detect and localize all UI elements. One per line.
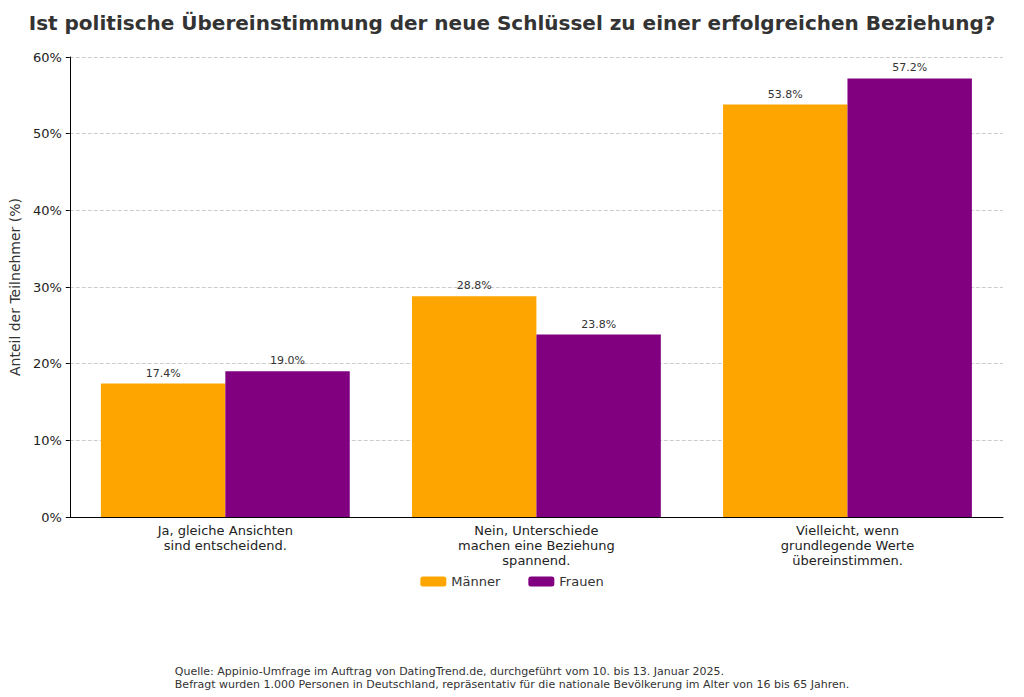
- svg-text:17.4%: 17.4%: [146, 367, 181, 380]
- svg-text:0%: 0%: [41, 510, 62, 525]
- svg-text:23.8%: 23.8%: [581, 318, 616, 331]
- svg-text:60%: 60%: [33, 50, 62, 65]
- svg-text:machen eine Beziehung: machen eine Beziehung: [458, 538, 615, 553]
- svg-text:grundlegende Werte: grundlegende Werte: [781, 538, 914, 553]
- svg-text:Nein, Unterschiede: Nein, Unterschiede: [474, 523, 598, 538]
- svg-text:Ja, gleiche Ansichten: Ja, gleiche Ansichten: [157, 523, 293, 538]
- svg-text:Befragt wurden 1.000 Personen: Befragt wurden 1.000 Personen in Deutsch…: [175, 678, 849, 691]
- svg-text:20%: 20%: [33, 356, 62, 371]
- svg-text:Männer: Männer: [451, 574, 501, 589]
- svg-text:28.8%: 28.8%: [457, 279, 492, 292]
- svg-text:sind entscheidend.: sind entscheidend.: [164, 538, 287, 553]
- svg-text:Ist politische Übereinstimmung: Ist politische Übereinstimmung der neue …: [29, 11, 996, 35]
- svg-text:50%: 50%: [33, 126, 62, 141]
- svg-text:Frauen: Frauen: [559, 574, 603, 589]
- svg-text:10%: 10%: [33, 433, 62, 448]
- svg-text:Vielleicht, wenn: Vielleicht, wenn: [796, 523, 899, 538]
- svg-text:19.0%: 19.0%: [270, 354, 305, 367]
- svg-text:57.2%: 57.2%: [892, 61, 927, 74]
- svg-text:53.8%: 53.8%: [768, 88, 803, 101]
- svg-text:40%: 40%: [33, 203, 62, 218]
- svg-text:Quelle: Appinio-Umfrage im Auf: Quelle: Appinio-Umfrage im Auftrag von D…: [175, 665, 724, 678]
- svg-text:übereinstimmen.: übereinstimmen.: [792, 553, 903, 568]
- svg-text:spannend.: spannend.: [502, 553, 570, 568]
- svg-text:Anteil der Teilnehmer (%): Anteil der Teilnehmer (%): [7, 198, 23, 376]
- svg-text:30%: 30%: [33, 280, 62, 295]
